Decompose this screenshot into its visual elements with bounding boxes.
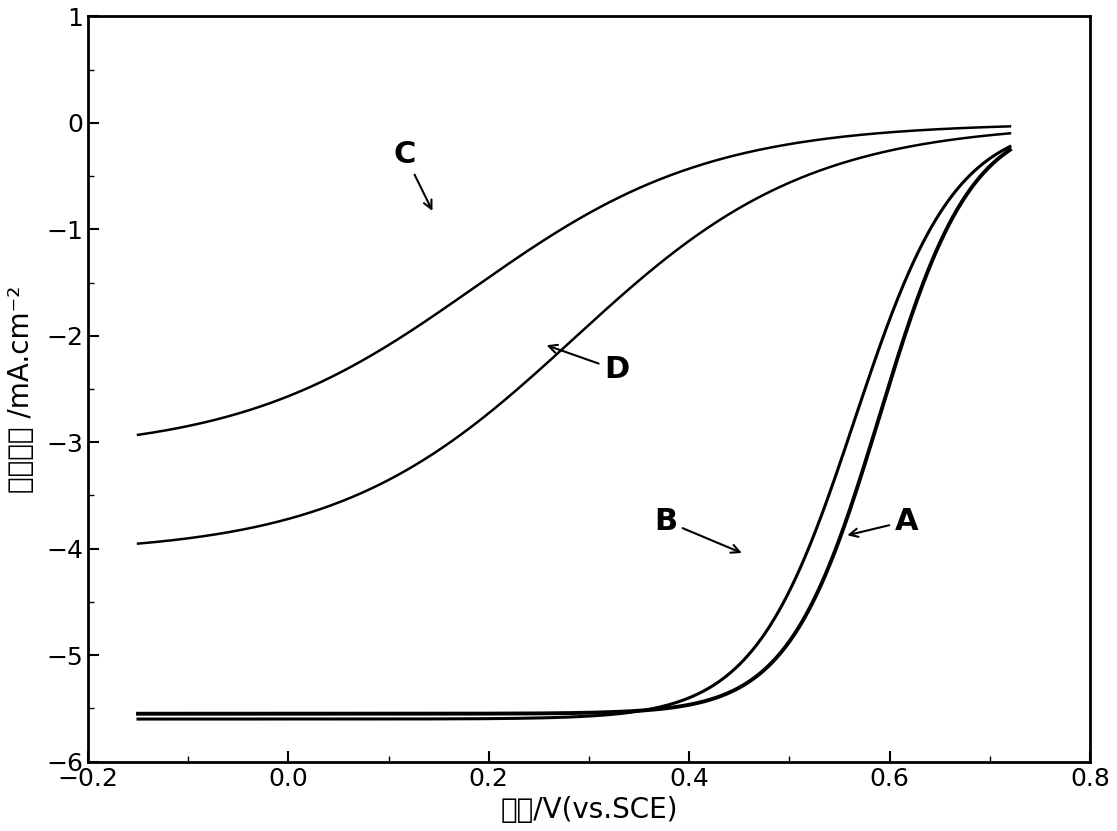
Y-axis label: 电流密度 /mA.cm⁻²: 电流密度 /mA.cm⁻² [7, 285, 35, 493]
Text: A: A [850, 507, 918, 537]
Text: B: B [655, 507, 739, 553]
Text: D: D [548, 345, 629, 385]
X-axis label: 电压/V(vs.SCE): 电压/V(vs.SCE) [500, 796, 678, 824]
Text: C: C [393, 140, 431, 209]
